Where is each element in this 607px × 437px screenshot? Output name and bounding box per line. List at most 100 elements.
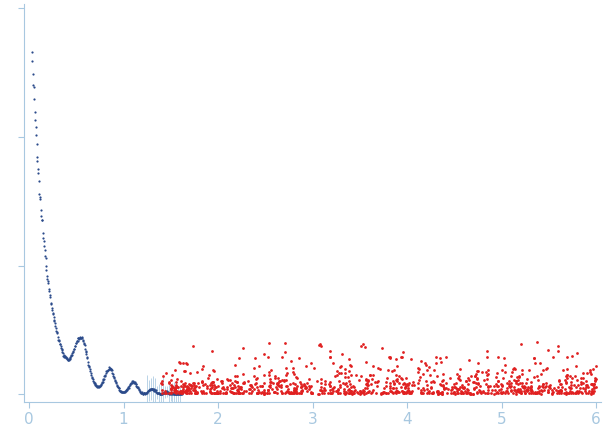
Point xyxy=(29,81,38,88)
Point xyxy=(472,375,482,382)
Point xyxy=(176,382,186,389)
Point xyxy=(588,389,597,396)
Point xyxy=(534,382,544,389)
Point xyxy=(143,388,153,395)
Point xyxy=(459,385,469,392)
Point xyxy=(385,354,395,361)
Point xyxy=(367,381,376,388)
Point xyxy=(177,390,186,397)
Point xyxy=(34,178,44,185)
Point xyxy=(547,390,557,397)
Point xyxy=(363,389,373,396)
Point xyxy=(502,388,512,395)
Point xyxy=(197,390,206,397)
Point xyxy=(124,384,134,391)
Point xyxy=(399,379,409,386)
Point xyxy=(472,388,482,395)
Point xyxy=(124,382,134,389)
Point xyxy=(281,389,291,396)
Point xyxy=(578,380,588,387)
Point xyxy=(331,388,341,395)
Point xyxy=(574,381,583,388)
Point xyxy=(518,383,528,390)
Point xyxy=(289,388,299,395)
Point xyxy=(415,374,425,381)
Point xyxy=(104,366,114,373)
Point xyxy=(571,389,580,396)
Point xyxy=(131,381,140,388)
Point xyxy=(505,384,515,391)
Point xyxy=(537,387,546,394)
Point xyxy=(234,389,243,396)
Point xyxy=(563,389,572,396)
Point xyxy=(300,382,310,389)
Point xyxy=(452,371,462,378)
Point xyxy=(192,368,202,375)
Point xyxy=(213,390,223,397)
Point xyxy=(207,379,217,386)
Point xyxy=(67,351,77,358)
Point xyxy=(161,370,171,377)
Point xyxy=(482,390,492,397)
Point xyxy=(104,364,114,371)
Point xyxy=(296,383,305,390)
Point xyxy=(215,387,225,394)
Point xyxy=(591,375,601,382)
Point xyxy=(98,376,108,383)
Point xyxy=(288,390,298,397)
Point xyxy=(418,390,427,397)
Point xyxy=(174,390,183,397)
Point xyxy=(395,380,404,387)
Point xyxy=(33,165,43,172)
Point xyxy=(517,366,526,373)
Point xyxy=(183,384,192,391)
Point xyxy=(169,391,179,398)
Point xyxy=(493,383,503,390)
Point xyxy=(291,384,301,391)
Point xyxy=(291,388,301,395)
Point xyxy=(41,262,51,269)
Point xyxy=(529,374,539,381)
Point xyxy=(166,388,175,395)
Point xyxy=(466,390,476,397)
Point xyxy=(373,365,383,372)
Point xyxy=(507,368,517,375)
Point xyxy=(118,388,128,395)
Point xyxy=(166,382,175,389)
Point xyxy=(461,378,470,385)
Point xyxy=(270,388,279,395)
Point xyxy=(520,382,529,389)
Point xyxy=(87,375,97,382)
Point xyxy=(107,370,117,377)
Point xyxy=(57,346,67,353)
Point xyxy=(483,390,493,397)
Point xyxy=(483,384,493,391)
Point xyxy=(325,348,335,355)
Point xyxy=(178,383,188,390)
Point xyxy=(281,382,291,389)
Point xyxy=(219,385,228,392)
Point xyxy=(49,313,58,320)
Point xyxy=(537,371,546,378)
Point xyxy=(171,384,180,391)
Point xyxy=(94,383,104,390)
Point xyxy=(496,380,506,387)
Point xyxy=(208,383,217,390)
Point xyxy=(251,379,261,386)
Point xyxy=(320,386,330,393)
Point xyxy=(456,390,466,397)
Point xyxy=(510,387,520,394)
Point xyxy=(230,383,240,390)
Point xyxy=(168,390,178,397)
Point xyxy=(194,380,203,387)
Point xyxy=(325,383,335,390)
Point xyxy=(127,379,137,386)
Point xyxy=(492,374,501,381)
Point xyxy=(89,379,98,386)
Point xyxy=(401,389,411,396)
Point xyxy=(436,381,446,388)
Point xyxy=(297,386,307,393)
Point xyxy=(206,390,215,397)
Point xyxy=(493,378,503,385)
Point xyxy=(49,317,59,324)
